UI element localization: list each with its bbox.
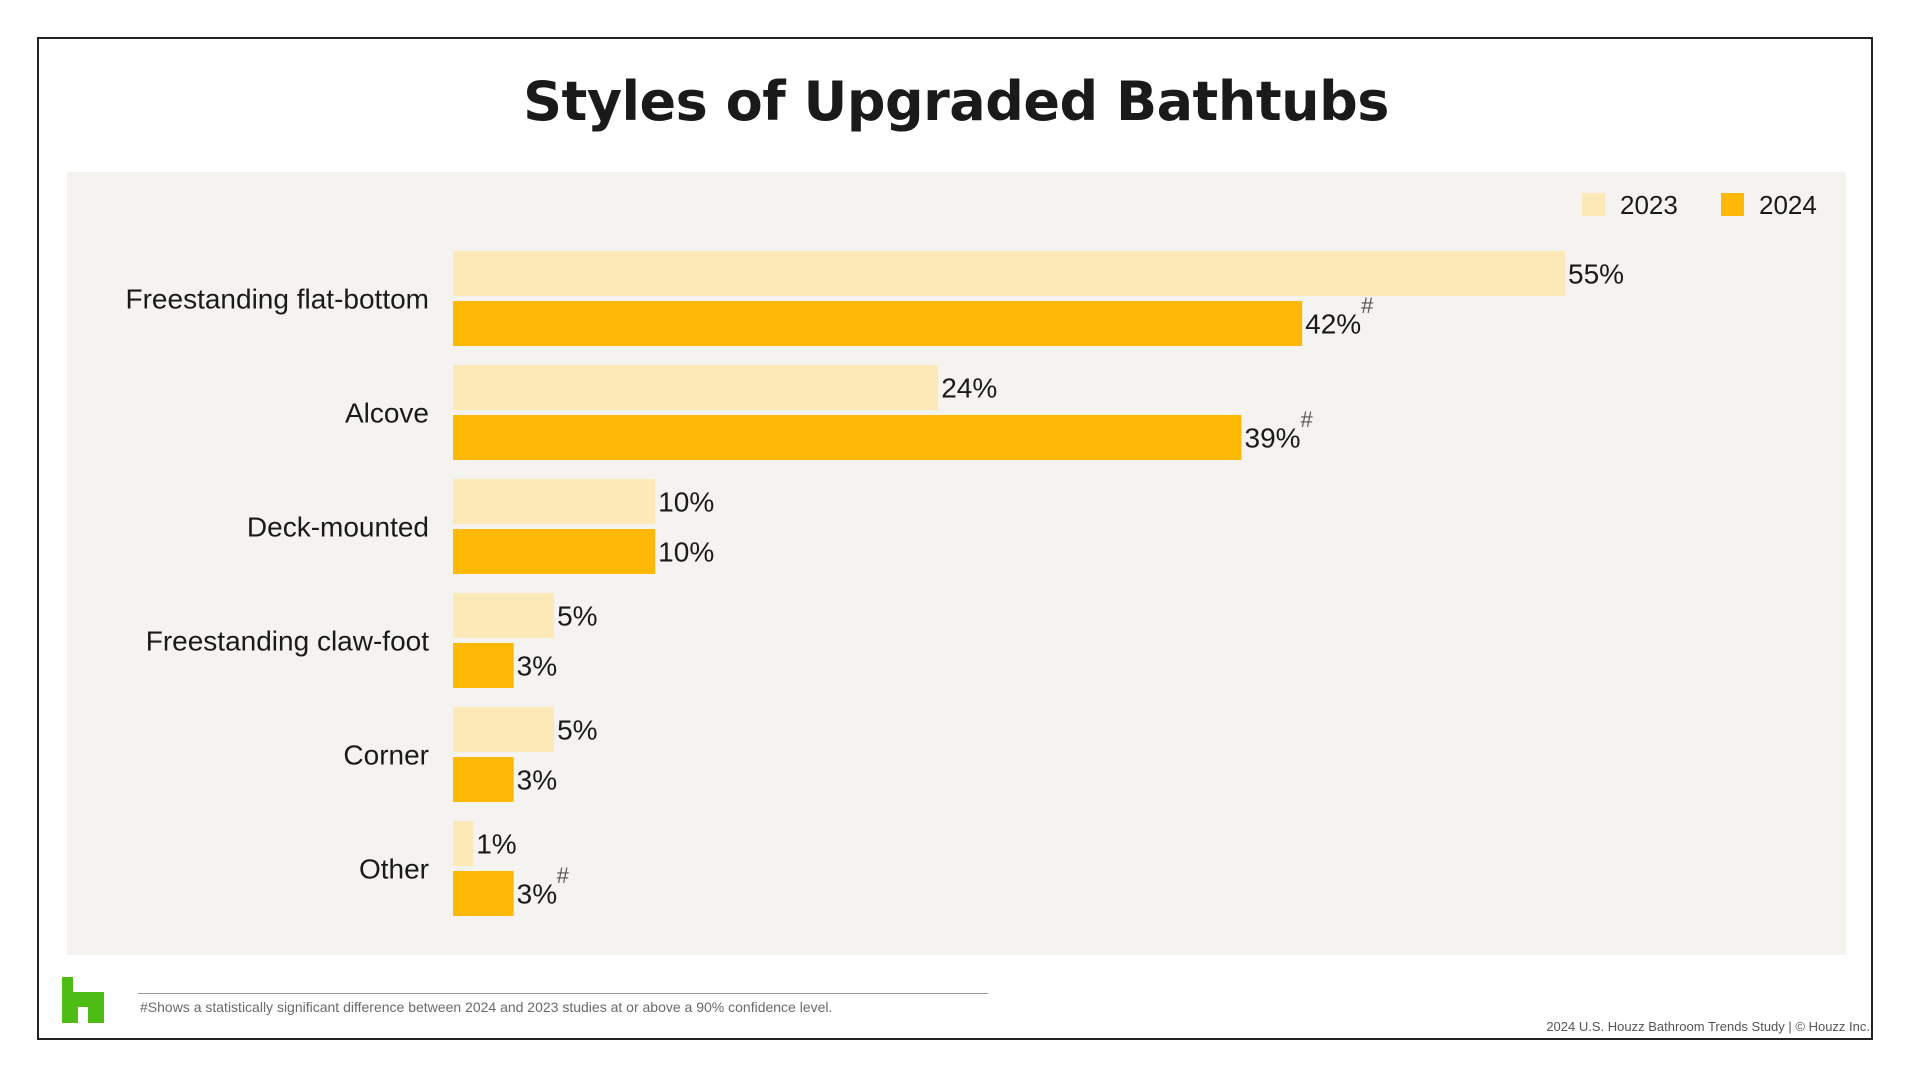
source-credit: 2024 U.S. Houzz Bathroom Trends Study | … <box>1546 1019 1870 1034</box>
data-label: 5% <box>557 715 597 746</box>
data-label: 5% <box>557 601 597 632</box>
houzz-logo-icon <box>62 977 104 1023</box>
value-labels: 55%42%#24%39%#10%10%5%3%5%3%1%3%# <box>476 259 1624 910</box>
bar-2023 <box>453 479 656 524</box>
legend-label: 2023 <box>1620 190 1678 220</box>
significance-marker: # <box>1361 293 1374 318</box>
legend-swatch <box>1582 193 1605 216</box>
bar-2023 <box>453 593 555 638</box>
data-label: 3% <box>517 765 557 796</box>
chart-legend: 2023 2024 <box>1582 190 1817 220</box>
bar-2023 <box>453 821 474 866</box>
data-label: 10% <box>658 537 714 568</box>
data-label: 1% <box>476 829 516 860</box>
chart-title: Styles of Upgraded Bathtubs <box>523 70 1389 133</box>
significance-marker: # <box>1301 407 1314 432</box>
data-label: 24% <box>941 373 997 404</box>
category-label: Deck-mounted <box>247 512 429 543</box>
data-label: 3% <box>517 879 557 910</box>
data-label: 3% <box>517 651 557 682</box>
bar-2024 <box>453 415 1242 460</box>
legend-label: 2024 <box>1759 190 1817 220</box>
legend-swatch <box>1721 193 1744 216</box>
category-label: Freestanding claw-foot <box>146 626 429 657</box>
category-label: Corner <box>343 740 429 771</box>
bar-2023 <box>453 251 1565 296</box>
bar-2024 <box>453 529 656 574</box>
footnote: #Shows a statistically significant diffe… <box>140 999 833 1015</box>
bars <box>453 251 1565 916</box>
category-label: Alcove <box>345 398 429 429</box>
data-label: 10% <box>658 487 714 518</box>
data-label: 42% <box>1305 309 1361 340</box>
category-label: Freestanding flat-bottom <box>126 284 430 315</box>
footnote-divider <box>138 993 988 994</box>
bar-2023 <box>453 365 939 410</box>
data-label: 55% <box>1568 259 1624 290</box>
significance-marker: # <box>557 863 570 888</box>
bar-2023 <box>453 707 555 752</box>
data-label: 39% <box>1245 423 1301 454</box>
bar-2024 <box>453 301 1303 346</box>
bar-2024 <box>453 757 514 802</box>
bar-2024 <box>453 871 514 916</box>
category-label: Other <box>359 854 429 885</box>
bar-2024 <box>453 643 514 688</box>
category-labels: Freestanding flat-bottom Alcove Deck-mount… <box>126 284 430 885</box>
